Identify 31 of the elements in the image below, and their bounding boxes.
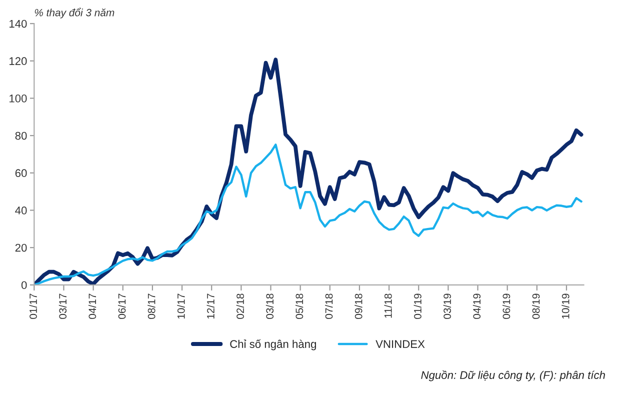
x-tick-label: 01/17 — [29, 294, 37, 319]
legend-label: VNINDEX — [376, 340, 425, 348]
y-tick-label: 140 — [10, 20, 27, 28]
x-tick-label: 03/18 — [266, 294, 274, 319]
x-tick-label: 03/17 — [58, 294, 67, 319]
x-tick-label: 06/17 — [118, 294, 126, 319]
x-tick-label: 04/17 — [88, 294, 96, 319]
x-tick-label: 08/17 — [148, 294, 156, 319]
x-tick-label: 08/19 — [532, 294, 540, 319]
y-tick-label: 100 — [10, 94, 27, 102]
y-tick-label: 40 — [15, 206, 27, 214]
x-tick-label: 07/18 — [325, 294, 333, 319]
y-tick-label: 80 — [15, 132, 27, 140]
x-tick-label: 02/18 — [236, 294, 244, 319]
y-tick-label: 60 — [15, 169, 27, 178]
text: Nguồn: Dữ liệu công ty, (F): phân tích — [421, 370, 605, 382]
x-tick-label: 06/19 — [502, 294, 510, 319]
y-axis-title: % thay đổi 3 năm — [34, 8, 114, 18]
x-tick-label: 10/19 — [562, 294, 570, 319]
x-tick-label: 05/18 — [295, 294, 304, 319]
x-tick-label: 03/19 — [443, 294, 451, 319]
x-tick-label: 09/18 — [354, 294, 362, 319]
y-tick-label: 20 — [15, 244, 27, 252]
legend-label: Chỉ số ngân hàng — [230, 339, 316, 350]
x-tick-label: 12/17 — [206, 294, 214, 319]
x-tick-label: 11/18 — [384, 294, 392, 318]
x-tick-label: 04/19 — [472, 294, 481, 319]
x-tick-label: 01/19 — [414, 294, 422, 319]
y-tick-label: 0 — [21, 281, 27, 290]
x-tick-label: 10/17 — [177, 294, 185, 319]
y-tick-label: 120 — [10, 57, 27, 66]
